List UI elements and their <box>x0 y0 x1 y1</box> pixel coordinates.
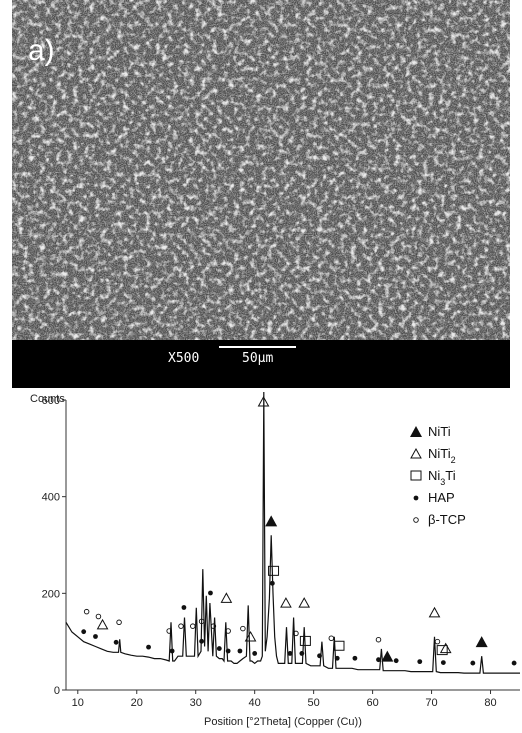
phase-marker-hap <box>287 651 293 656</box>
phase-marker-tcp <box>116 619 122 626</box>
phase-marker-hap <box>81 629 87 635</box>
phase-marker-tcp <box>83 608 90 615</box>
legend-label: β-TCP <box>428 512 466 527</box>
phase-marker-niti2 <box>439 642 452 654</box>
phase-marker-tcp <box>240 625 246 632</box>
panel-label: a) <box>28 34 55 67</box>
x-tick-label: 30 <box>190 697 202 709</box>
legend-label: NiTi <box>428 424 451 439</box>
phase-marker-tcp <box>375 636 382 643</box>
phase-marker-hap <box>269 580 275 586</box>
phase-marker-niti2 <box>298 597 311 608</box>
phase-marker-hap <box>299 651 305 656</box>
phase-marker-niti2 <box>96 618 109 630</box>
y-tick-label: 0 <box>54 685 60 697</box>
scale-bar-label: 50µm <box>242 351 273 366</box>
legend-marker <box>410 447 422 459</box>
phase-marker-tcp <box>190 623 196 629</box>
phase-marker-ni3ti <box>333 640 345 651</box>
axes <box>65 400 520 691</box>
phase-marker-hap <box>511 660 517 666</box>
phase-marker-hap <box>169 648 175 654</box>
phase-marker-tcp <box>178 623 184 629</box>
legend-marker <box>410 426 422 437</box>
xrd-chart: 0 200 400 600 10 20 30 40 50 60 70 80 Counts Posit… <box>30 392 520 728</box>
y-tick-label: 200 <box>42 588 60 600</box>
phase-marker-hap <box>252 651 258 656</box>
phase-marker-hap <box>237 648 243 654</box>
x-tick-label: 80 <box>484 697 496 709</box>
phase-marker-hap <box>417 659 423 665</box>
phase-marker-niti2 <box>257 395 270 407</box>
x-tick-label: 10 <box>72 697 84 709</box>
phase-marker-ni3ti <box>436 645 448 656</box>
phase-marker-tcp <box>95 613 102 620</box>
legend-marker <box>413 517 419 523</box>
phase-marker-tcp <box>210 623 217 629</box>
sem-micrograph: a) X500 50µm <box>12 0 510 388</box>
phase-marker-hap <box>352 655 358 661</box>
y-axis-ticks: 0 200 400 600 <box>42 395 66 697</box>
legend-marker <box>413 495 419 501</box>
phase-markers <box>81 395 517 666</box>
phase-marker-tcp <box>225 628 231 634</box>
legend-label: NiTi2 <box>428 446 456 465</box>
x-tick-label: 20 <box>131 697 143 709</box>
magnification-label: X500 <box>168 351 199 366</box>
phase-marker-hap <box>113 639 119 645</box>
x-axis-label: Position [°2Theta] (Copper (Cu)) <box>204 716 362 728</box>
phase-marker-niti2 <box>244 630 257 642</box>
y-tick-label: 400 <box>42 492 60 504</box>
x-tick-label: 70 <box>425 697 437 709</box>
phase-marker-niti <box>265 515 278 527</box>
phase-marker-hap <box>181 605 187 610</box>
phase-marker-niti2 <box>220 592 233 603</box>
phase-marker-tcp <box>293 630 299 637</box>
phase-marker-hap <box>225 648 231 654</box>
legend-label: Ni3Ti <box>428 468 456 487</box>
phase-marker-hap <box>334 655 340 661</box>
phase-marker-hap <box>376 657 381 663</box>
phase-marker-hap <box>208 590 213 596</box>
y-tick-label: 600 <box>42 395 60 407</box>
phase-marker-hap <box>199 638 205 644</box>
phase-marker-hap <box>317 653 322 659</box>
x-tick-label: 50 <box>308 697 320 709</box>
phase-marker-niti <box>475 636 488 648</box>
phase-marker-hap <box>93 634 98 639</box>
phase-marker-tcp <box>434 638 441 645</box>
y-axis-label: Counts <box>30 393 65 405</box>
phase-marker-tcp <box>198 618 205 625</box>
phase-marker-ni3ti <box>268 565 280 576</box>
xrd-pattern-line <box>65 392 520 674</box>
sem-particles <box>12 0 510 340</box>
x-tick-label: 60 <box>366 697 378 709</box>
phase-marker-ni3ti <box>299 635 311 646</box>
legend-label: HAP <box>428 490 455 505</box>
phase-marker-hap <box>146 644 151 650</box>
phase-marker-hap <box>393 658 399 664</box>
phase-marker-niti2 <box>280 597 292 608</box>
phase-marker-niti2 <box>428 606 441 618</box>
phase-marker-tcp <box>166 628 172 634</box>
legend: NiTi NiTi2 Ni3Ti HAP β-TCP <box>410 424 466 527</box>
x-tick-label: 40 <box>249 697 261 709</box>
phase-marker-niti <box>381 650 394 662</box>
legend-marker <box>410 470 422 481</box>
phase-marker-hap <box>216 646 222 651</box>
phase-marker-tcp <box>328 635 335 641</box>
phase-marker-hap <box>440 660 446 665</box>
x-axis-ticks: 10 20 30 40 50 60 70 80 <box>72 690 497 709</box>
phase-marker-hap <box>470 660 476 666</box>
